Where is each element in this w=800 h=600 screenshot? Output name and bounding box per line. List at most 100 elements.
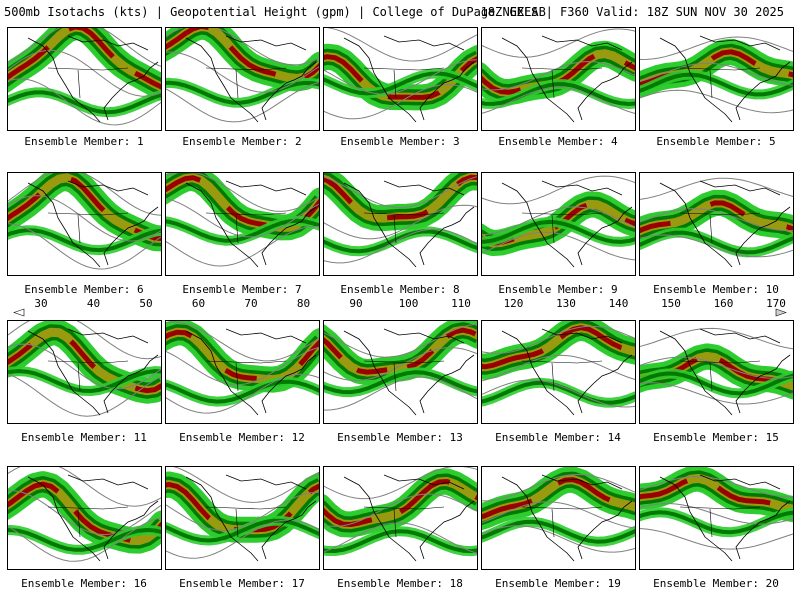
ensemble-map-panel (165, 172, 320, 276)
member-caption: Ensemble Member: 15 (653, 431, 779, 444)
height-contour (324, 467, 477, 500)
coastline (27, 474, 159, 562)
jet-branch-south-core (324, 370, 477, 395)
height-contour (8, 517, 161, 562)
height-contour (640, 503, 793, 525)
height-contour (640, 208, 793, 231)
height-contour (324, 493, 477, 527)
jet-branch-south-core (8, 369, 161, 393)
political-borders (521, 212, 603, 244)
jet-branch-south-core (324, 529, 477, 554)
political-borders (47, 360, 129, 392)
jet-core (640, 475, 793, 512)
height-contour (482, 86, 635, 114)
jet-branch-south-core (8, 528, 161, 552)
member-caption: Ensemble Member: 20 (653, 577, 779, 590)
ensemble-map-panel (639, 320, 794, 424)
member-caption: Ensemble Member: 11 (21, 431, 147, 444)
political-borders (363, 360, 445, 392)
coastline (659, 474, 791, 562)
isotach-map (482, 321, 635, 416)
height-contour (324, 176, 477, 209)
member-caption: Ensemble Member: 17 (179, 577, 305, 590)
isotach-map (324, 321, 477, 416)
jet-core (166, 329, 319, 383)
member-caption: Ensemble Member: 7 (182, 283, 302, 296)
isotach-map (482, 467, 635, 562)
height-contour (640, 327, 793, 350)
political-borders (521, 506, 603, 538)
political-borders (679, 212, 761, 244)
height-contour (324, 376, 477, 411)
isotach-map (324, 28, 477, 123)
ensemble-map-panel (481, 172, 636, 276)
colorbar-tick-label: 90 (349, 297, 362, 310)
height-contour (482, 354, 635, 382)
colorbar-arrow-right (775, 308, 787, 317)
ensemble-map-panel (481, 27, 636, 131)
ensemble-map-panel (7, 466, 162, 570)
height-contour (166, 491, 319, 531)
height-contour (173, 467, 319, 503)
jet-core (640, 200, 793, 234)
colorbar-arrow-left (13, 308, 25, 317)
political-borders (205, 506, 287, 538)
colorbar-tick-label: 170 (766, 297, 786, 310)
height-contour (166, 519, 319, 559)
isotach-map (324, 467, 477, 562)
height-contour (8, 49, 161, 97)
member-caption: Ensemble Member: 4 (498, 135, 618, 148)
colorbar-tick-label: 130 (556, 297, 576, 310)
ensemble-map-panel (7, 172, 162, 276)
member-caption: Ensemble Member: 13 (337, 431, 463, 444)
coastline (343, 328, 475, 416)
height-contour (482, 501, 635, 529)
coastline (501, 180, 633, 268)
jet-branch-south-core (166, 80, 319, 105)
jet-core (8, 175, 161, 241)
height-contour (324, 204, 477, 240)
jet-branch-south-core (166, 379, 319, 404)
member-caption: Ensemble Member: 14 (495, 431, 621, 444)
header-title: 500mb Isotachs (kts) | Geopotential Heig… (4, 5, 546, 19)
jet-core (482, 477, 635, 520)
isotach-map (166, 321, 319, 416)
isotach-map (640, 177, 793, 268)
colorbar-tick-label: 30 (34, 297, 47, 310)
height-contour (166, 173, 319, 212)
coastline (659, 35, 791, 123)
jet-branch-south-core (324, 71, 477, 96)
jet-core (8, 329, 161, 394)
height-contour (166, 321, 319, 362)
ensemble-map-panel (639, 27, 794, 131)
colorbar-tick-label: 40 (87, 297, 100, 310)
coastline (343, 180, 475, 268)
coastline (501, 328, 633, 416)
height-contour (166, 373, 319, 414)
member-caption: Ensemble Member: 19 (495, 577, 621, 590)
political-borders (521, 360, 603, 392)
isotach-map (640, 467, 793, 562)
political-borders (363, 212, 445, 244)
political-borders (205, 212, 287, 244)
height-contour (482, 28, 635, 58)
height-contour (166, 51, 319, 93)
political-borders (679, 67, 761, 99)
member-caption: Ensemble Member: 16 (21, 577, 147, 590)
colorbar-tick-label: 100 (399, 297, 419, 310)
jet-core (324, 54, 477, 100)
jet-core (8, 481, 161, 544)
colorbar-tick-label: 120 (504, 297, 524, 310)
isotach-map (8, 28, 161, 126)
jet-core (8, 28, 161, 90)
height-contour (482, 206, 635, 236)
height-contour (166, 82, 319, 123)
political-borders (205, 67, 287, 99)
height-contour (8, 195, 161, 242)
height-contour (8, 467, 161, 507)
height-contour (8, 373, 161, 417)
ensemble-map-panel (639, 466, 794, 570)
political-borders (363, 506, 445, 538)
isotach-map (640, 35, 793, 123)
height-contour (166, 198, 319, 238)
